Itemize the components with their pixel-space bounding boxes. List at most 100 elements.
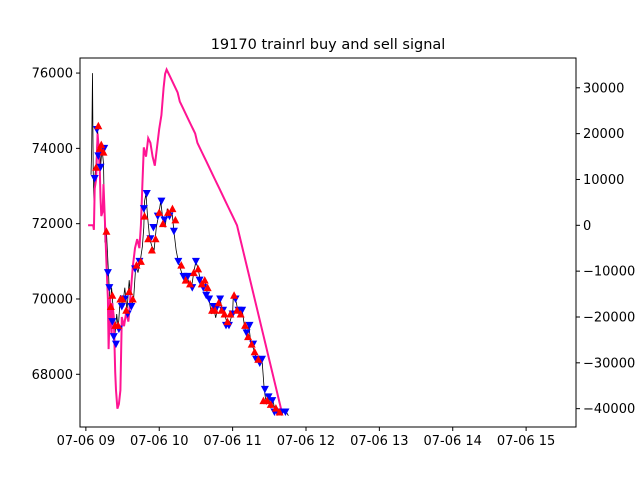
- buy-marker: [158, 219, 167, 228]
- sell-marker: [174, 257, 183, 266]
- sell-marker: [238, 306, 247, 315]
- y2-axis-tick-label: 10000: [583, 173, 624, 188]
- buy-marker: [155, 208, 164, 216]
- sell-marker: [257, 355, 266, 364]
- buy-marker: [114, 321, 123, 329]
- buy-marker: [122, 306, 131, 314]
- buy-marker: [266, 400, 275, 408]
- plot-area-frame: [79, 57, 577, 428]
- buy-marker: [214, 298, 223, 307]
- sell-marker: [139, 205, 148, 213]
- buy-marker: [181, 276, 190, 284]
- y-axis-tick-label: 74000: [32, 142, 73, 157]
- buy-marker: [244, 332, 253, 341]
- sell-marker: [202, 291, 211, 300]
- buy-marker: [144, 234, 153, 243]
- buy-marker: [151, 234, 160, 243]
- buy-marker: [189, 268, 198, 277]
- buy-marker: [226, 310, 235, 318]
- profit-series-line: [88, 66, 282, 410]
- x-axis-tick-label: 07-06 12: [277, 434, 335, 449]
- sell-marker: [183, 272, 192, 281]
- buy-marker: [132, 261, 141, 269]
- buy-marker: [125, 287, 134, 295]
- sell-marker: [142, 190, 151, 198]
- sell-marker: [216, 295, 225, 303]
- buy-marker: [97, 140, 106, 149]
- buy-marker: [140, 212, 149, 220]
- sell-marker: [264, 393, 273, 401]
- x-axis-tick-label: 07-06 10: [130, 434, 188, 449]
- y-axis-tick-label: 76000: [32, 67, 73, 82]
- sell-marker: [245, 321, 254, 330]
- buy-marker: [94, 121, 103, 130]
- buy-marker: [171, 215, 180, 224]
- sell-marker: [281, 408, 290, 416]
- buy-marker: [136, 257, 145, 265]
- y2-axis-tick-label: 0: [583, 219, 591, 234]
- buy-marker: [247, 340, 256, 348]
- y2-axis-tick-label: 20000: [583, 127, 624, 142]
- sell-marker: [108, 318, 117, 326]
- y2-axis-tick-label: 30000: [583, 81, 624, 96]
- buy-marker: [186, 279, 195, 288]
- x-axis-tick-label: 07-06 11: [203, 434, 261, 449]
- buy-marker: [168, 204, 177, 213]
- buy-marker: [233, 306, 242, 314]
- buy-marker: [263, 396, 272, 405]
- sell-marker: [90, 174, 99, 183]
- buy-marker: [236, 310, 245, 318]
- sell-marker: [109, 333, 118, 341]
- y2-axis-tick-label: −40000: [583, 402, 635, 417]
- sell-marker: [96, 163, 105, 172]
- sell-marker: [111, 340, 120, 349]
- sell-marker: [195, 276, 204, 285]
- sell-marker: [205, 295, 214, 303]
- x-axis-tick-label: 07-06 13: [350, 434, 408, 449]
- buy-marker: [164, 208, 173, 216]
- sell-marker: [260, 385, 269, 394]
- sell-marker: [149, 223, 158, 232]
- sell-marker: [105, 284, 114, 292]
- sell-marker: [160, 216, 169, 224]
- x-axis-tick-label: 07-06 09: [57, 434, 115, 449]
- buy-marker: [197, 279, 206, 288]
- y2-axis-tick-label: −20000: [583, 310, 635, 325]
- buy-marker: [241, 321, 250, 329]
- y2-axis-tick-label: −10000: [583, 265, 635, 280]
- buy-marker: [250, 347, 259, 356]
- sell-marker: [268, 397, 277, 405]
- sell-marker: [169, 227, 178, 236]
- y2-axis-tick-label: −30000: [583, 356, 635, 371]
- chart-title: 19170 trainrl buy and sell signal: [211, 37, 446, 53]
- buy-marker: [271, 404, 280, 412]
- buy-marker: [275, 407, 284, 416]
- buy-marker: [200, 276, 209, 284]
- buy-marker: [223, 317, 232, 326]
- buy-marker: [118, 294, 127, 303]
- buy-marker: [102, 227, 111, 235]
- sell-marker: [127, 303, 136, 311]
- y-axis-tick-label: 70000: [32, 292, 73, 307]
- buy-marker: [230, 291, 239, 299]
- y-axis-tick-label: 72000: [32, 217, 73, 232]
- buy-marker: [128, 294, 137, 303]
- buy-marker: [147, 246, 156, 254]
- buy-marker: [95, 144, 104, 152]
- buy-marker: [211, 306, 220, 314]
- sell-marker: [117, 303, 126, 311]
- sell-marker: [157, 197, 166, 206]
- buy-marker: [194, 264, 203, 273]
- buy-marker: [108, 291, 117, 299]
- buy-marker: [203, 283, 212, 292]
- sell-marker: [103, 269, 112, 277]
- sell-marker: [242, 329, 251, 337]
- y-axis-tick-label: 68000: [32, 368, 73, 383]
- buy-marker: [99, 148, 108, 156]
- buy-marker: [254, 355, 263, 363]
- x-axis-tick-label: 07-06 14: [424, 434, 482, 449]
- x-axis-tick-label: 07-06 15: [497, 434, 555, 449]
- sell-marker: [191, 257, 200, 266]
- buy-marker: [92, 163, 101, 171]
